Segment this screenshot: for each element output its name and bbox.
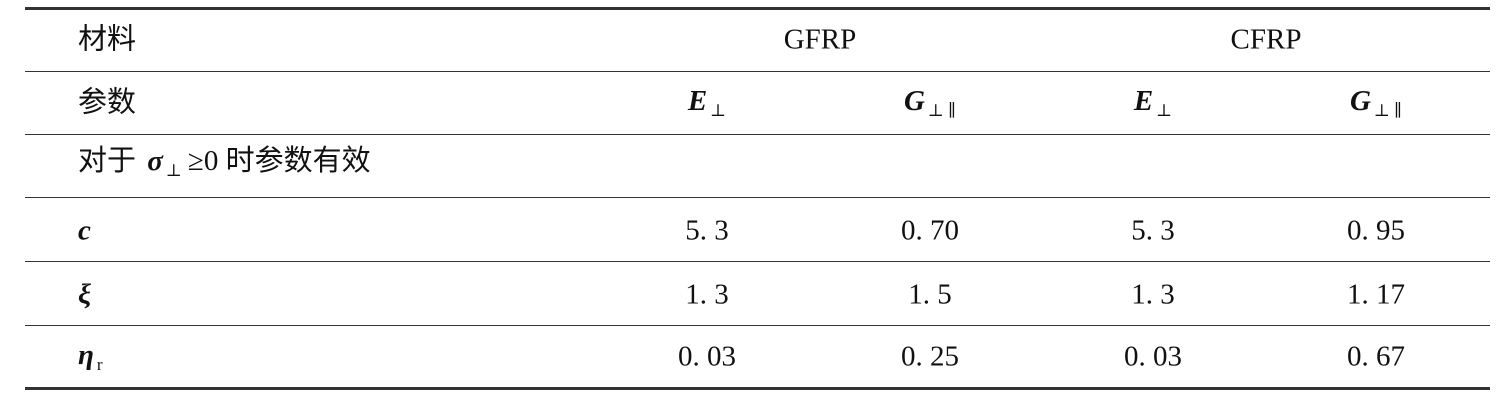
group-header: CFRP [1230, 23, 1302, 56]
value-cell: 0. 03 [678, 340, 736, 373]
symbol: E [687, 85, 708, 117]
subscript: ⊥ ∥ [927, 101, 957, 120]
row-rule [25, 71, 1490, 72]
row-rule [25, 197, 1490, 198]
symbol: c [78, 214, 91, 247]
param-header: G ⊥ ∥ [903, 85, 957, 120]
subscript: ⊥ [165, 161, 182, 180]
note-text: 对于 [78, 145, 137, 177]
value-cell: 0. 70 [901, 214, 959, 247]
symbol: G [1349, 85, 1371, 117]
params-label: 参数 [78, 86, 137, 119]
symbol: σ [147, 145, 163, 177]
note: 对于 σ ⊥ ≥0 时参数有效 [78, 145, 371, 180]
value-cell: 5. 3 [685, 214, 729, 247]
symbol: η [78, 339, 94, 371]
group-header: GFRP [783, 23, 857, 56]
value-cell: 1. 5 [908, 278, 952, 311]
subscript: ⊥ [1156, 101, 1173, 120]
value-cell: 0. 95 [1347, 214, 1405, 247]
value-cell: 0. 25 [901, 340, 959, 373]
value-cell: 0. 03 [1124, 340, 1182, 373]
param-header: E ⊥ [687, 85, 727, 120]
bottom-rule [25, 387, 1490, 390]
note-text: ≥0 时参数有效 [187, 145, 371, 177]
param-header: G ⊥ ∥ [1349, 85, 1403, 120]
subscript: r [96, 355, 103, 374]
note-symbol: σ ⊥ [147, 145, 182, 180]
param-header: E ⊥ [1133, 85, 1173, 120]
top-rule [25, 7, 1490, 10]
symbol: E [1133, 85, 1154, 117]
value-cell: 1. 3 [685, 278, 729, 311]
row-symbol: ξ [78, 278, 92, 311]
symbol: G [903, 85, 925, 117]
value-cell: 0. 67 [1347, 340, 1405, 373]
row-rule [25, 261, 1490, 262]
header-label: 材料 [78, 23, 137, 56]
row-rule [25, 325, 1490, 326]
row-symbol: c [78, 214, 91, 247]
subscript: ⊥ ∥ [1373, 101, 1403, 120]
value-cell: 1. 17 [1347, 278, 1405, 311]
value-cell: 5. 3 [1131, 214, 1175, 247]
symbol: ξ [78, 278, 92, 311]
row-rule [25, 134, 1490, 135]
subscript: ⊥ [710, 101, 727, 120]
value-cell: 1. 3 [1131, 278, 1175, 311]
